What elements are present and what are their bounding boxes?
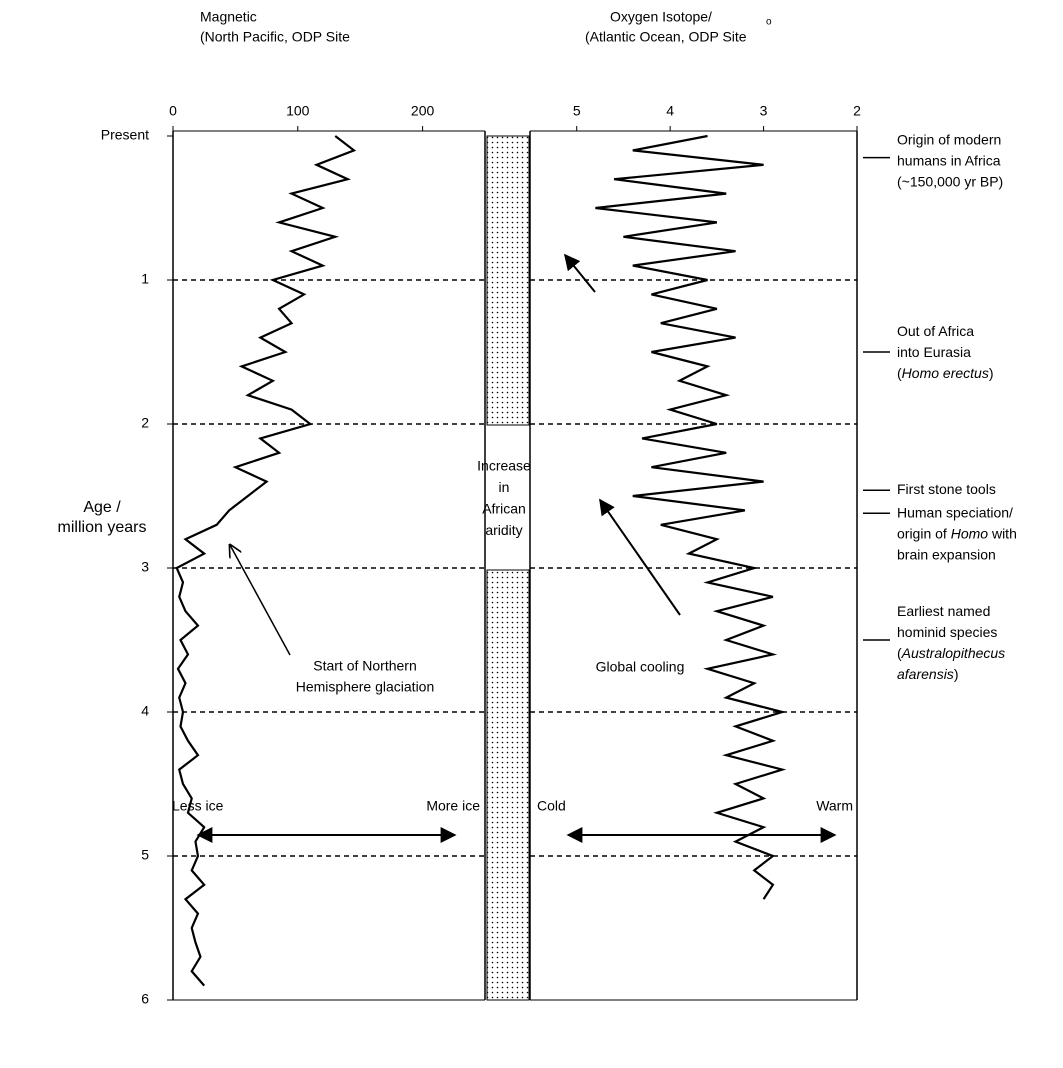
event-label: hominid species: [897, 624, 997, 640]
y-tick-label: 2: [141, 415, 149, 431]
band-label: aridity: [485, 522, 522, 538]
event-text: brain expansion: [897, 546, 996, 562]
title-symbol: o: [766, 17, 772, 28]
event-text: (: [897, 645, 902, 661]
y-tick-label: 6: [141, 991, 149, 1007]
end-label: Warm: [816, 798, 853, 814]
band-label: Increase: [477, 458, 531, 474]
event-text: Homo: [951, 525, 989, 541]
event-label: humans in Africa: [897, 152, 1001, 168]
end-label: Less ice: [172, 798, 224, 814]
event-label: (Australopithecus: [897, 645, 1005, 661]
y-tick-label: 1: [141, 271, 149, 287]
event-text: (~150,000 yr BP): [897, 173, 1003, 189]
chart-title: Oxygen Isotope/: [610, 9, 712, 25]
event-label: afarensis): [897, 666, 958, 682]
y-tick-label: Present: [101, 127, 149, 143]
end-label: Cold: [537, 798, 566, 814]
arrow: [563, 253, 596, 293]
event-label: into Eurasia: [897, 344, 971, 360]
event-text: (: [897, 365, 902, 381]
chart-title: (North Pacific, ODP Site: [200, 29, 350, 45]
event-text: Earliest named: [897, 603, 990, 619]
arrow: [599, 498, 681, 616]
arrow: [230, 545, 291, 656]
event-text: Out of Africa: [897, 323, 974, 339]
end-label: More ice: [426, 798, 480, 814]
y-tick-label: 4: [141, 703, 149, 719]
data-line: [175, 135, 357, 987]
event-text: First stone tools: [897, 481, 996, 497]
event-label: (Homo erectus): [897, 365, 994, 381]
y-tick-label: 5: [141, 847, 149, 863]
event-text: Homo erectus: [902, 365, 989, 381]
chart-title: (Atlantic Ocean, ODP Site: [585, 29, 747, 45]
event-label: origin of Homo with: [897, 525, 1017, 541]
x-tick-label: 0: [169, 103, 177, 119]
event-text: into Eurasia: [897, 344, 971, 360]
event-label: brain expansion: [897, 546, 996, 562]
annotation: Global cooling: [596, 659, 685, 675]
event-text: Australopithecus: [901, 645, 1006, 661]
event-label: Earliest named: [897, 603, 990, 619]
annotation: Start of Northern: [313, 658, 417, 674]
event-label: Human speciation/: [897, 504, 1013, 520]
event-text: afarensis: [897, 666, 954, 682]
event-label: Origin of modern: [897, 131, 1001, 147]
event-text: ): [954, 666, 959, 682]
x-tick-label: 2: [853, 103, 861, 119]
x-tick-label: 100: [286, 103, 310, 119]
annotation: Hemisphere glaciation: [296, 679, 435, 695]
band-label: in: [499, 479, 510, 495]
y-axis-label: Age /: [83, 499, 121, 516]
x-tick-label: 200: [411, 103, 435, 119]
x-tick-label: 4: [666, 103, 674, 119]
event-text: hominid species: [897, 624, 997, 640]
y-tick-label: 3: [141, 559, 149, 575]
event-text: humans in Africa: [897, 152, 1001, 168]
event-text: with: [988, 525, 1017, 541]
event-text: ): [989, 365, 994, 381]
event-label: (~150,000 yr BP): [897, 173, 1003, 189]
data-line: [595, 134, 787, 900]
event-label: Out of Africa: [897, 323, 974, 339]
event-text: Human speciation/: [897, 504, 1013, 520]
y-axis-label: million years: [58, 519, 147, 536]
aridity-band: [486, 135, 530, 426]
event-text: origin of: [897, 525, 951, 541]
x-tick-label: 5: [573, 103, 581, 119]
band-label: African: [482, 501, 526, 517]
event-label: First stone tools: [897, 481, 996, 497]
x-tick-label: 3: [760, 103, 768, 119]
event-text: Origin of modern: [897, 131, 1001, 147]
aridity-band: [486, 569, 530, 1001]
chart-title: Magnetic: [200, 9, 257, 25]
